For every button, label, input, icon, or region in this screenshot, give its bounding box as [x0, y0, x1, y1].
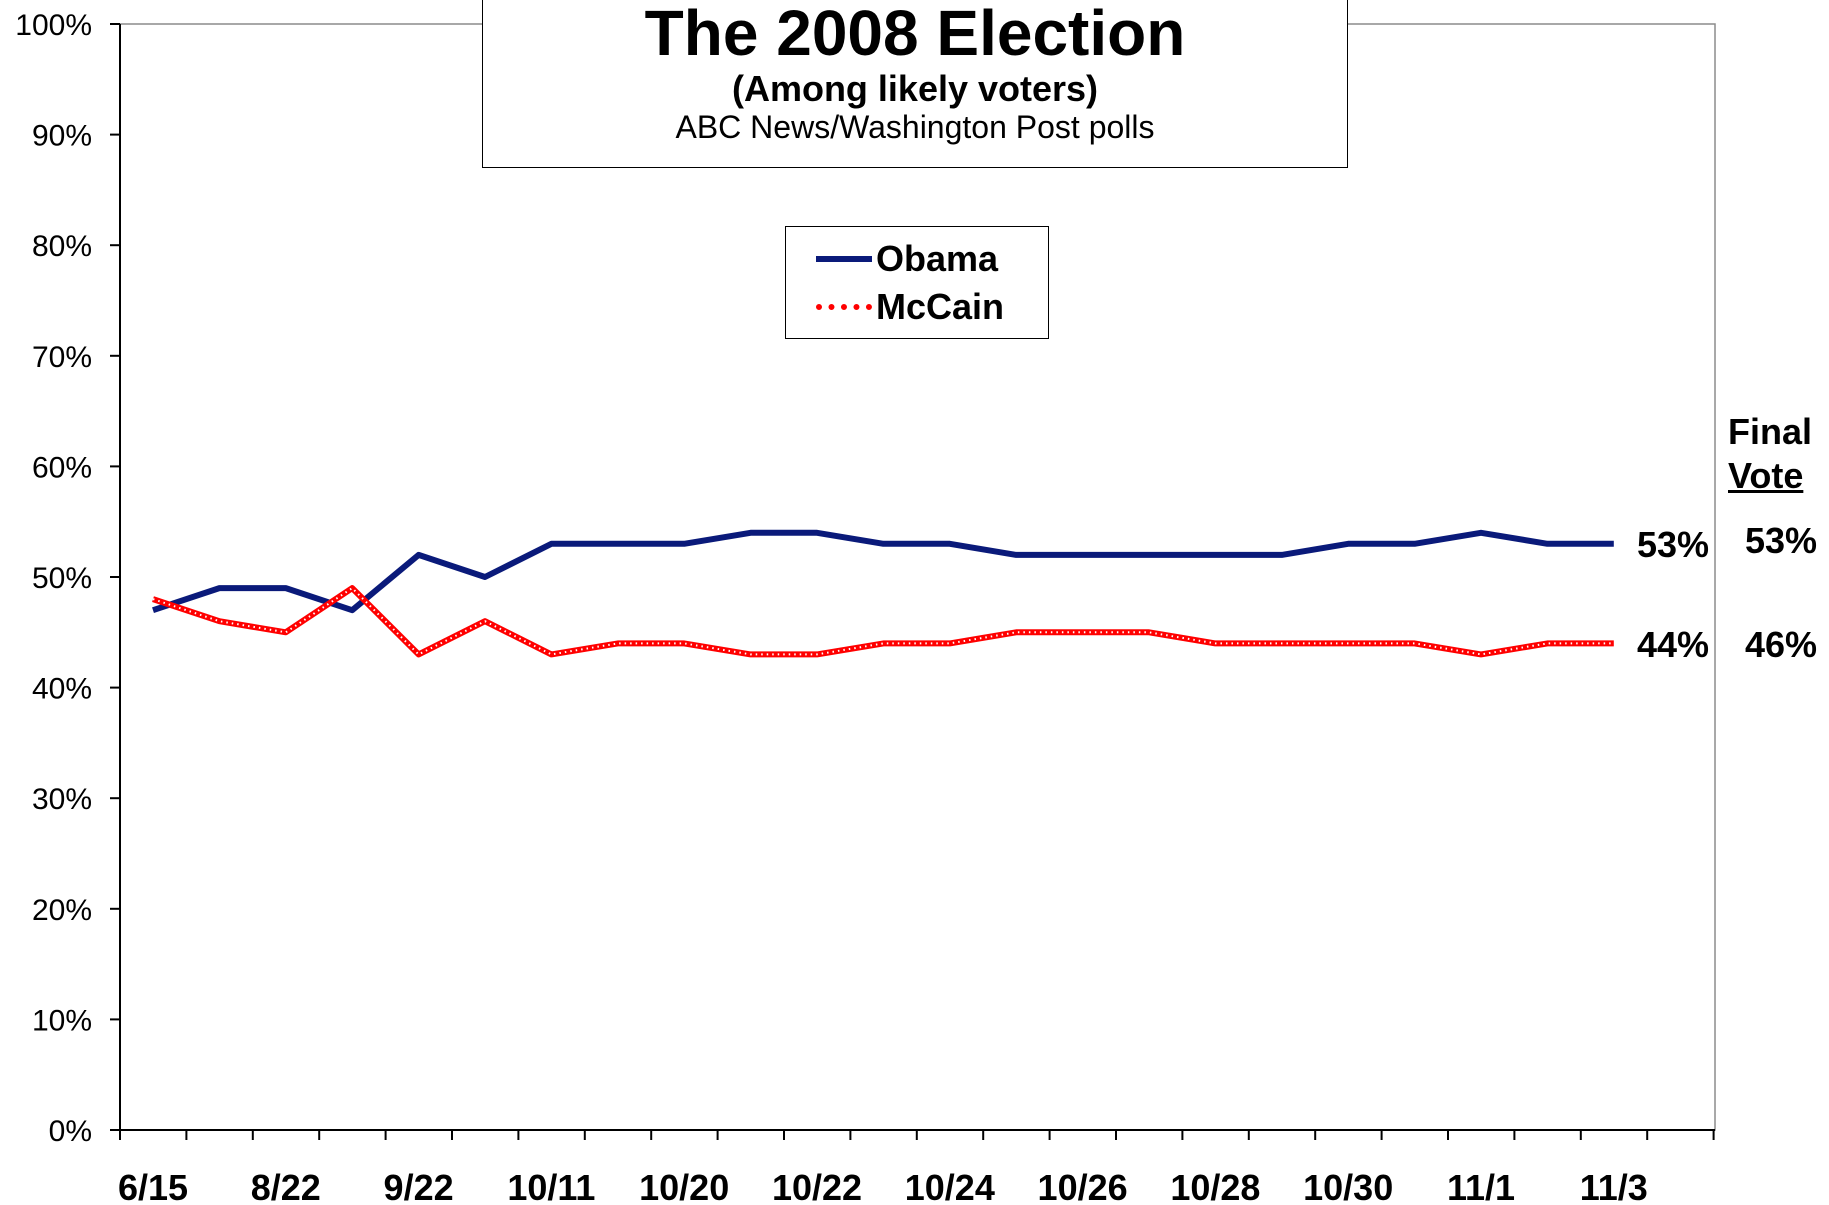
- x-tick-label: 10/22: [772, 1167, 862, 1205]
- y-tick-label: 60%: [32, 451, 92, 484]
- x-tick-label: 8/22: [251, 1167, 321, 1205]
- plot-frame: [119, 23, 1716, 1131]
- legend-item-obama: Obama: [816, 238, 999, 279]
- series-line-obama: [152, 529, 1614, 614]
- legend-item-mccain: McCain: [816, 286, 1005, 327]
- x-tick-label: 11/1: [1447, 1167, 1515, 1205]
- series-line-mccain-dots: [152, 587, 1614, 656]
- plot-border: [119, 23, 1716, 1131]
- y-tick-label: 70%: [32, 341, 92, 374]
- y-tick-label: 80%: [32, 230, 92, 263]
- legend-swatch-mccain: [816, 304, 872, 310]
- x-tick-label: 10/11: [507, 1167, 595, 1205]
- y-tick-label: 40%: [32, 673, 92, 706]
- series-layer: [152, 529, 1614, 658]
- y-tick-label: 90%: [32, 120, 92, 153]
- y-tick-label: 0%: [49, 1115, 92, 1148]
- x-tick-label: 11/3: [1580, 1167, 1648, 1205]
- final-vote-obama: 53%: [1745, 520, 1818, 561]
- chart-source: ABC News/Washington Post polls: [675, 109, 1155, 145]
- chart-title-box: The 2008 Election (Among likely voters) …: [482, 0, 1348, 168]
- final-vote-heading-line2: Vote: [1728, 455, 1804, 496]
- legend-label-obama: Obama: [876, 238, 999, 279]
- final-vote-heading: Final Vote: [1728, 410, 1812, 498]
- legend-swatch-obama: [816, 256, 872, 262]
- y-tick-label: 20%: [32, 894, 92, 927]
- end-label-obama: 53%: [1637, 524, 1710, 565]
- x-tick-label: 10/26: [1038, 1167, 1128, 1205]
- chart-subtitle: (Among likely voters): [731, 68, 1099, 109]
- x-axis: 6/15 8/22 9/22 10/11 10/20 10/22 10/24 10/26 10/…: [118, 1129, 1715, 1205]
- series-line-mccain-base: [152, 585, 1614, 658]
- x-tick-label: 9/22: [384, 1167, 454, 1205]
- x-tick-label: 10/30: [1303, 1167, 1393, 1205]
- y-axis: 0% 10% 20% 30% 40% 50% 60% 70% 80% 90% 100%: [15, 9, 121, 1148]
- legend: Obama McCain: [785, 226, 1049, 339]
- x-tick-label: 10/24: [905, 1167, 995, 1205]
- end-label-mccain: 44%: [1637, 624, 1710, 665]
- legend-label-mccain: McCain: [876, 286, 1005, 327]
- y-tick-label: 30%: [32, 783, 92, 816]
- x-tick-label: 10/20: [639, 1167, 729, 1205]
- final-vote-mccain: 46%: [1745, 624, 1818, 665]
- y-tick-label: 100%: [15, 9, 92, 42]
- x-tick-label: 10/28: [1170, 1167, 1260, 1205]
- x-tick-label: 6/15: [118, 1167, 188, 1205]
- chart-title: The 2008 Election: [644, 0, 1186, 69]
- y-tick-label: 10%: [32, 1004, 92, 1037]
- final-vote-heading-line1: Final: [1728, 411, 1813, 452]
- y-tick-label: 50%: [32, 562, 92, 595]
